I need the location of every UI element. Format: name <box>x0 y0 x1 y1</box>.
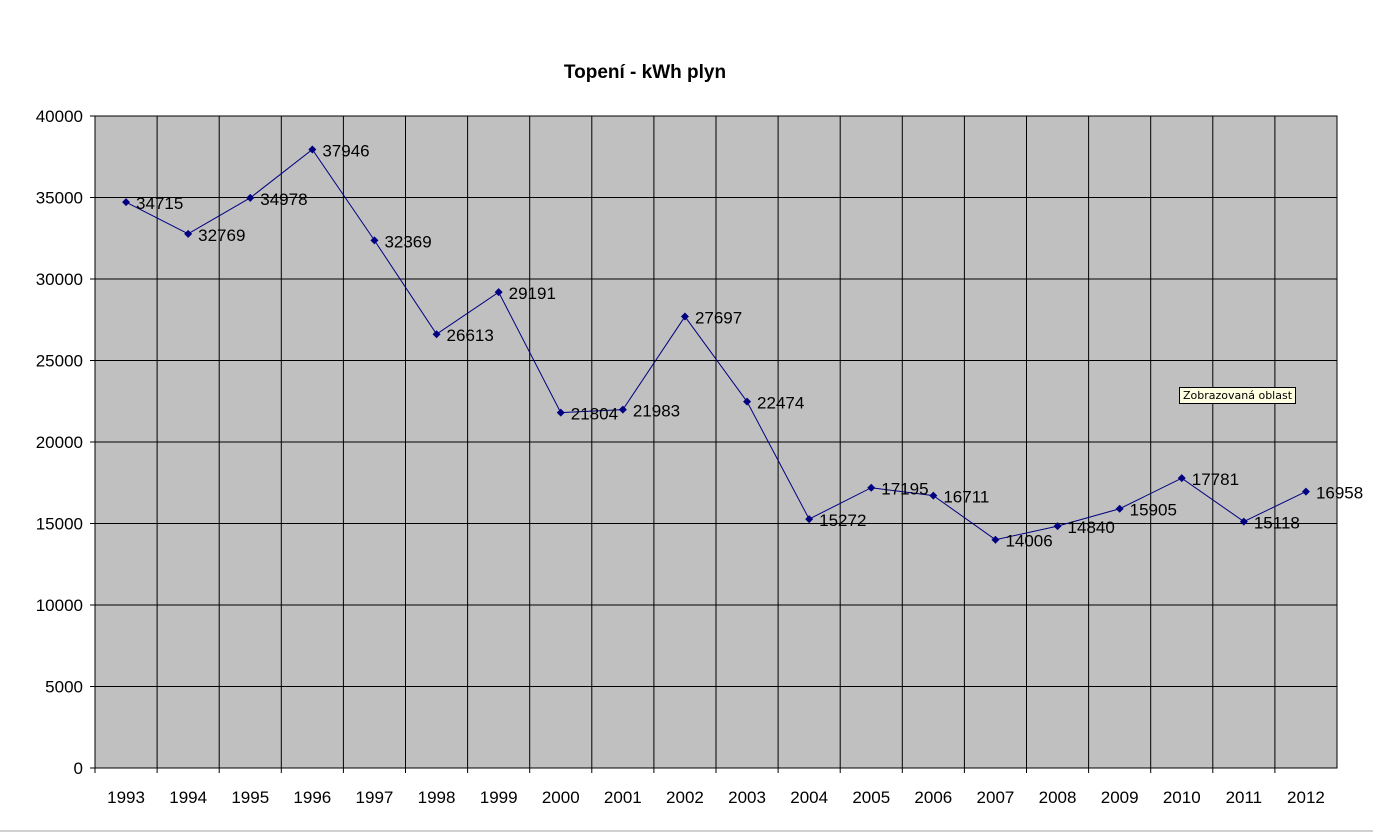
data-point <box>1239 517 1248 526</box>
data-point <box>556 408 565 417</box>
x-tick-label: 2009 <box>1101 788 1139 807</box>
x-tick-label: 2012 <box>1287 788 1325 807</box>
y-tick-label: 10000 <box>36 596 83 615</box>
x-tick-label: 2007 <box>977 788 1015 807</box>
data-label: 15272 <box>819 511 866 530</box>
data-label: 29191 <box>509 284 556 303</box>
data-point <box>122 198 131 207</box>
y-tick-label: 20000 <box>36 433 83 452</box>
data-label: 34978 <box>260 190 307 209</box>
x-tick-label: 2008 <box>1039 788 1077 807</box>
data-label: 15118 <box>1254 514 1300 533</box>
tooltip: Zobrazovaná oblast <box>1179 387 1297 404</box>
data-label: 14006 <box>1005 532 1052 551</box>
data-label: 21983 <box>633 402 680 421</box>
data-label: 21804 <box>571 405 618 424</box>
data-label: 16958 <box>1316 484 1363 503</box>
data-label: 17195 <box>881 480 928 499</box>
x-tick-label: 1995 <box>231 788 269 807</box>
data-label: 34715 <box>136 194 183 213</box>
data-point <box>432 330 441 339</box>
data-point <box>246 193 255 202</box>
y-tick-label: 5000 <box>45 678 83 697</box>
data-label: 17781 <box>1192 470 1239 489</box>
x-tick-label: 1993 <box>107 788 145 807</box>
x-tick-label: 2010 <box>1163 788 1201 807</box>
x-tick-label: 2011 <box>1226 788 1263 807</box>
data-label: 14840 <box>1068 518 1115 537</box>
data-label: 37946 <box>322 141 369 160</box>
data-label: 32369 <box>384 232 431 251</box>
y-tick-label: 35000 <box>36 189 83 208</box>
data-point <box>743 397 752 406</box>
x-tick-label: 1997 <box>356 788 394 807</box>
data-label: 22474 <box>757 394 804 413</box>
data-point <box>805 515 814 524</box>
data-label: 32769 <box>198 226 245 245</box>
data-point <box>1301 487 1310 496</box>
data-point <box>680 312 689 321</box>
x-tick-label: 1999 <box>480 788 518 807</box>
x-tick-label: 2000 <box>542 788 580 807</box>
data-label: 15905 <box>1130 501 1177 520</box>
y-tick-label: 40000 <box>36 107 83 126</box>
data-point <box>1115 504 1124 513</box>
x-tick-label: 2002 <box>666 788 704 807</box>
x-tick-label: 2004 <box>790 788 828 807</box>
data-label: 26613 <box>447 326 494 345</box>
data-point <box>1177 474 1186 483</box>
x-tick-label: 2003 <box>728 788 766 807</box>
x-tick-label: 2005 <box>852 788 890 807</box>
chart-title: Topení - kWh plyn <box>564 62 726 83</box>
data-point <box>618 405 627 414</box>
divider <box>0 830 1373 832</box>
data-label: 27697 <box>695 309 742 328</box>
x-tick-label: 1998 <box>418 788 456 807</box>
data-point <box>308 145 317 154</box>
data-point <box>494 288 503 297</box>
data-point <box>867 483 876 492</box>
y-tick-label: 25000 <box>36 352 83 371</box>
data-point <box>370 236 379 245</box>
data-point <box>929 491 938 500</box>
data-point <box>991 535 1000 544</box>
y-tick-label: 15000 <box>36 515 83 534</box>
x-tick-label: 1996 <box>293 788 331 807</box>
y-tick-label: 30000 <box>36 270 83 289</box>
x-tick-label: 2001 <box>604 788 642 807</box>
data-point <box>1053 522 1062 531</box>
x-tick-label: 2006 <box>914 788 952 807</box>
series-line <box>125 148 1307 541</box>
data-point <box>184 229 193 238</box>
x-tick-label: 1994 <box>169 788 207 807</box>
data-label: 16711 <box>943 488 989 507</box>
y-tick-label: 0 <box>74 759 83 778</box>
